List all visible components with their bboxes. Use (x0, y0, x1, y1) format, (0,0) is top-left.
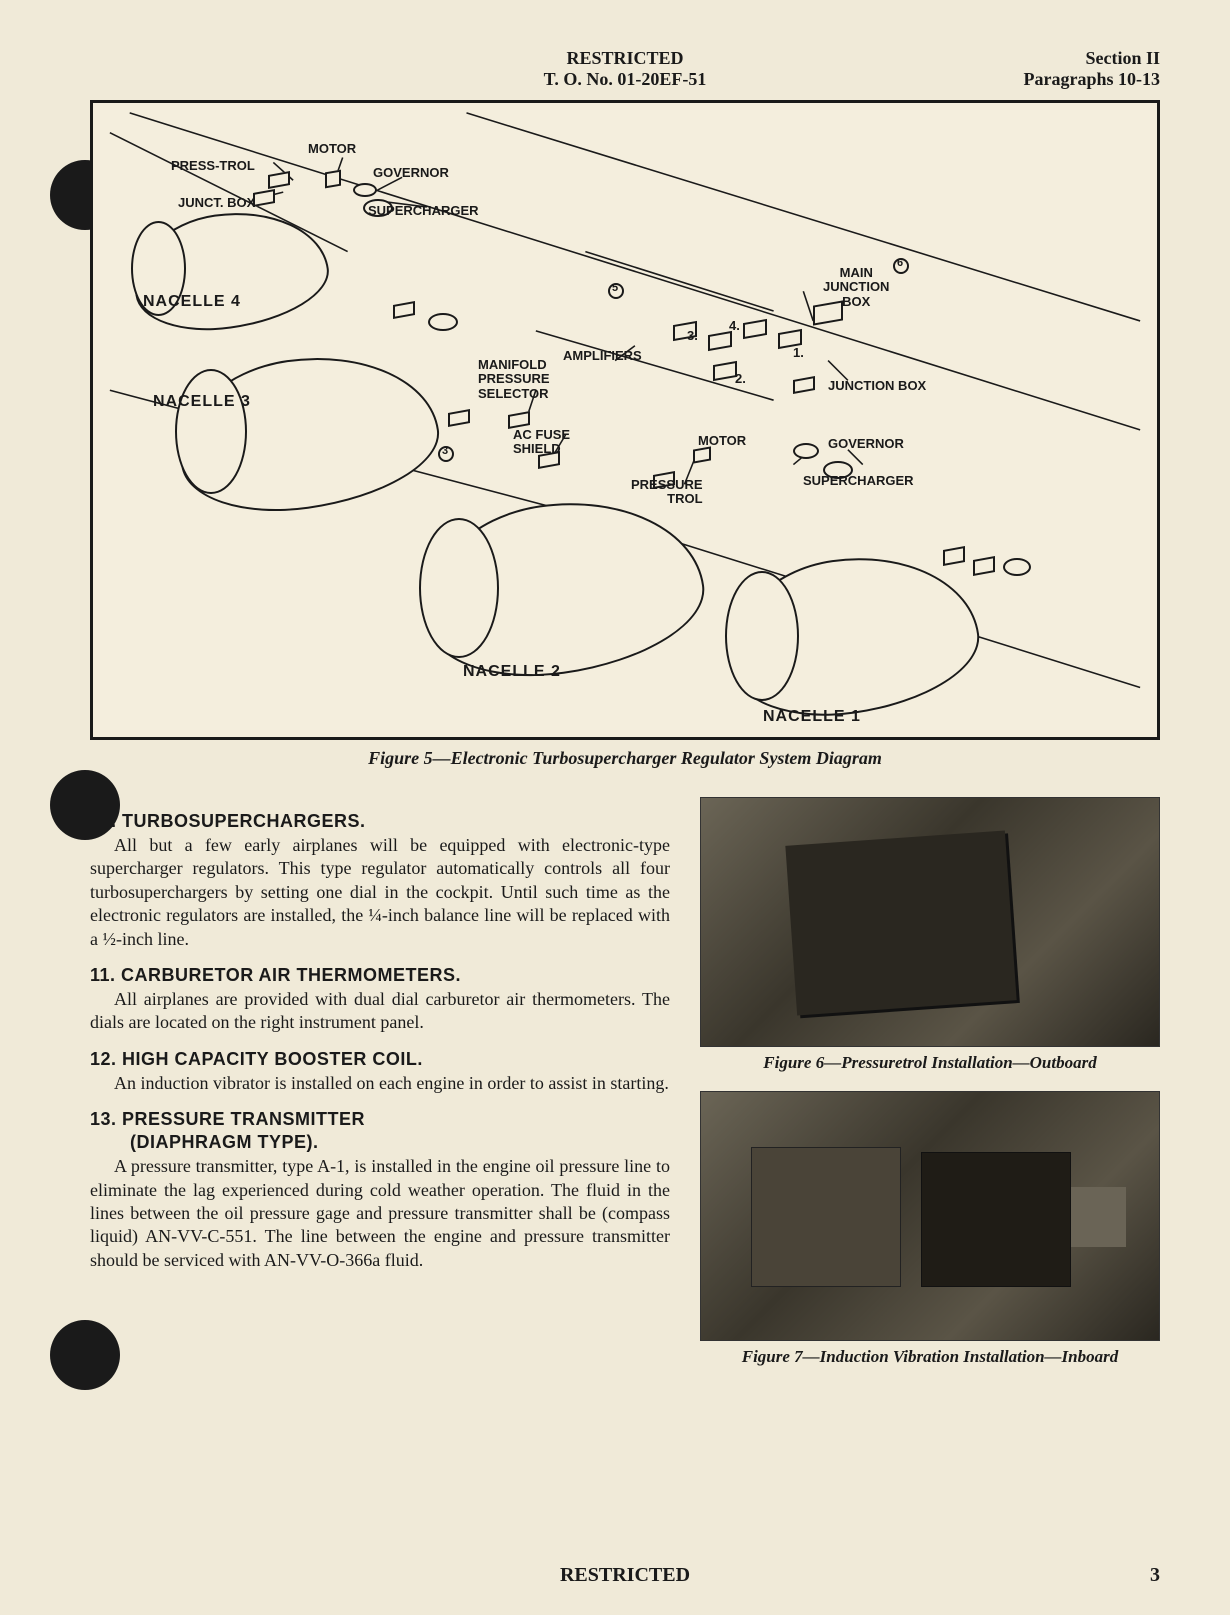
junction-box-label: JUNCTION BOX (828, 378, 926, 393)
main-junction-box-label: MAIN JUNCTION BOX (823, 266, 889, 309)
paragraph-range: Paragraphs 10-13 (960, 69, 1160, 90)
amplifiers-label: AMPLIFIERS (563, 348, 642, 363)
punch-hole (50, 770, 120, 840)
governor-cyl (353, 183, 377, 197)
figure-6-caption: Figure 6—Pressuretrol Installation—Outbo… (700, 1053, 1160, 1073)
classification-top: RESTRICTED (290, 48, 960, 69)
sec-13-body: A pressure transmitter, type A-1, is ins… (90, 1155, 670, 1272)
governor-label-2: GOVERNOR (828, 436, 904, 451)
figure-5-diagram: NACELLE 4 NACELLE 3 NACELLE 2 NACELLE 1 … (90, 100, 1160, 740)
left-column: 10. TURBOSUPERCHARGERS. All but a few ea… (90, 797, 670, 1385)
n1-box2 (973, 556, 995, 576)
amp-2 (708, 331, 732, 351)
doc-number: T. O. No. 01-20EF-51 (290, 69, 960, 90)
nacelle-2-label: NACELLE 2 (463, 663, 561, 681)
n3-box1 (393, 301, 415, 319)
amp-num-3: 3. (687, 328, 698, 343)
junction-box-2 (793, 376, 815, 394)
sec-10-body: All but a few early airplanes will be eq… (90, 834, 670, 951)
page-header: RESTRICTED T. O. No. 01-20EF-51 Section … (90, 48, 1160, 90)
classification-bottom: RESTRICTED (150, 1564, 1100, 1587)
supercharger-label: SUPERCHARGER (368, 203, 479, 218)
nacelle-1-label: NACELLE 1 (763, 708, 861, 726)
sec-12-heading: 12. HIGH CAPACITY BOOSTER COIL. (90, 1049, 670, 1070)
sec-10-heading: 10. TURBOSUPERCHARGERS. (90, 811, 670, 832)
nacelle-3-front (175, 369, 247, 494)
n1-box1 (943, 546, 965, 566)
page-footer: RESTRICTED 3 (90, 1564, 1160, 1587)
ac-fuse-label: AC FUSE SHIELD (513, 428, 570, 457)
motor-box-2 (693, 446, 711, 463)
nacelle-4-label: NACELLE 4 (143, 293, 241, 311)
governor-cyl-2 (793, 443, 819, 459)
figure-6-photo (700, 797, 1160, 1047)
section-label: Section II (960, 48, 1160, 69)
sec-12-body: An induction vibrator is installed on ea… (90, 1072, 670, 1095)
figure-7-photo (700, 1091, 1160, 1341)
figure-7-caption: Figure 7—Induction Vibration Installatio… (700, 1347, 1160, 1367)
amp-num-2: 2. (735, 371, 746, 386)
n3-cyl (428, 313, 458, 331)
motor-label-2: MOTOR (698, 433, 746, 448)
nacelle-1-front (725, 571, 799, 701)
num-circ3: 3 (442, 445, 448, 457)
pressure-trol-label: PRESSURE TROL (631, 478, 703, 507)
motor-label: MOTOR (308, 141, 356, 156)
content-columns: 10. TURBOSUPERCHARGERS. All but a few ea… (90, 797, 1160, 1385)
amp-3 (743, 319, 767, 339)
supercharger-label-2: SUPERCHARGER (803, 473, 914, 488)
n3-box2 (448, 409, 470, 427)
press-trol-box (268, 171, 290, 189)
sec-13-heading2: (DIAPHRAGM TYPE). (130, 1132, 670, 1153)
n1-cyl (1003, 558, 1031, 576)
nacelle-3-label: NACELLE 3 (153, 393, 251, 411)
num-5: 5 (612, 282, 618, 294)
page-number: 3 (1100, 1564, 1160, 1587)
press-trol-label: PRESS-TROL (171, 158, 255, 173)
sec-11-heading: 11. CARBURETOR AIR THERMOMETERS. (90, 965, 670, 986)
junct-box (253, 189, 275, 207)
punch-hole (50, 1320, 120, 1390)
nacelle-2-front (419, 518, 499, 658)
sec-11-body: All airplanes are provided with dual dia… (90, 988, 670, 1035)
amp-5 (713, 361, 737, 381)
sec-13-heading: 13. PRESSURE TRANSMITTER (90, 1109, 670, 1130)
manifold-selector-label: MANIFOLD PRESSURE SELECTOR (478, 358, 550, 401)
right-column: Figure 6—Pressuretrol Installation—Outbo… (700, 797, 1160, 1385)
junct-box-label: JUNCT. BOX (178, 195, 255, 210)
motor-box (325, 170, 341, 189)
governor-label: GOVERNOR (373, 165, 449, 180)
figure-5-caption: Figure 5—Electronic Turbosupercharger Re… (90, 748, 1160, 769)
amp-num-4: 4. (729, 318, 740, 333)
num-6: 6 (897, 257, 903, 269)
amp-num-1: 1. (793, 345, 804, 360)
